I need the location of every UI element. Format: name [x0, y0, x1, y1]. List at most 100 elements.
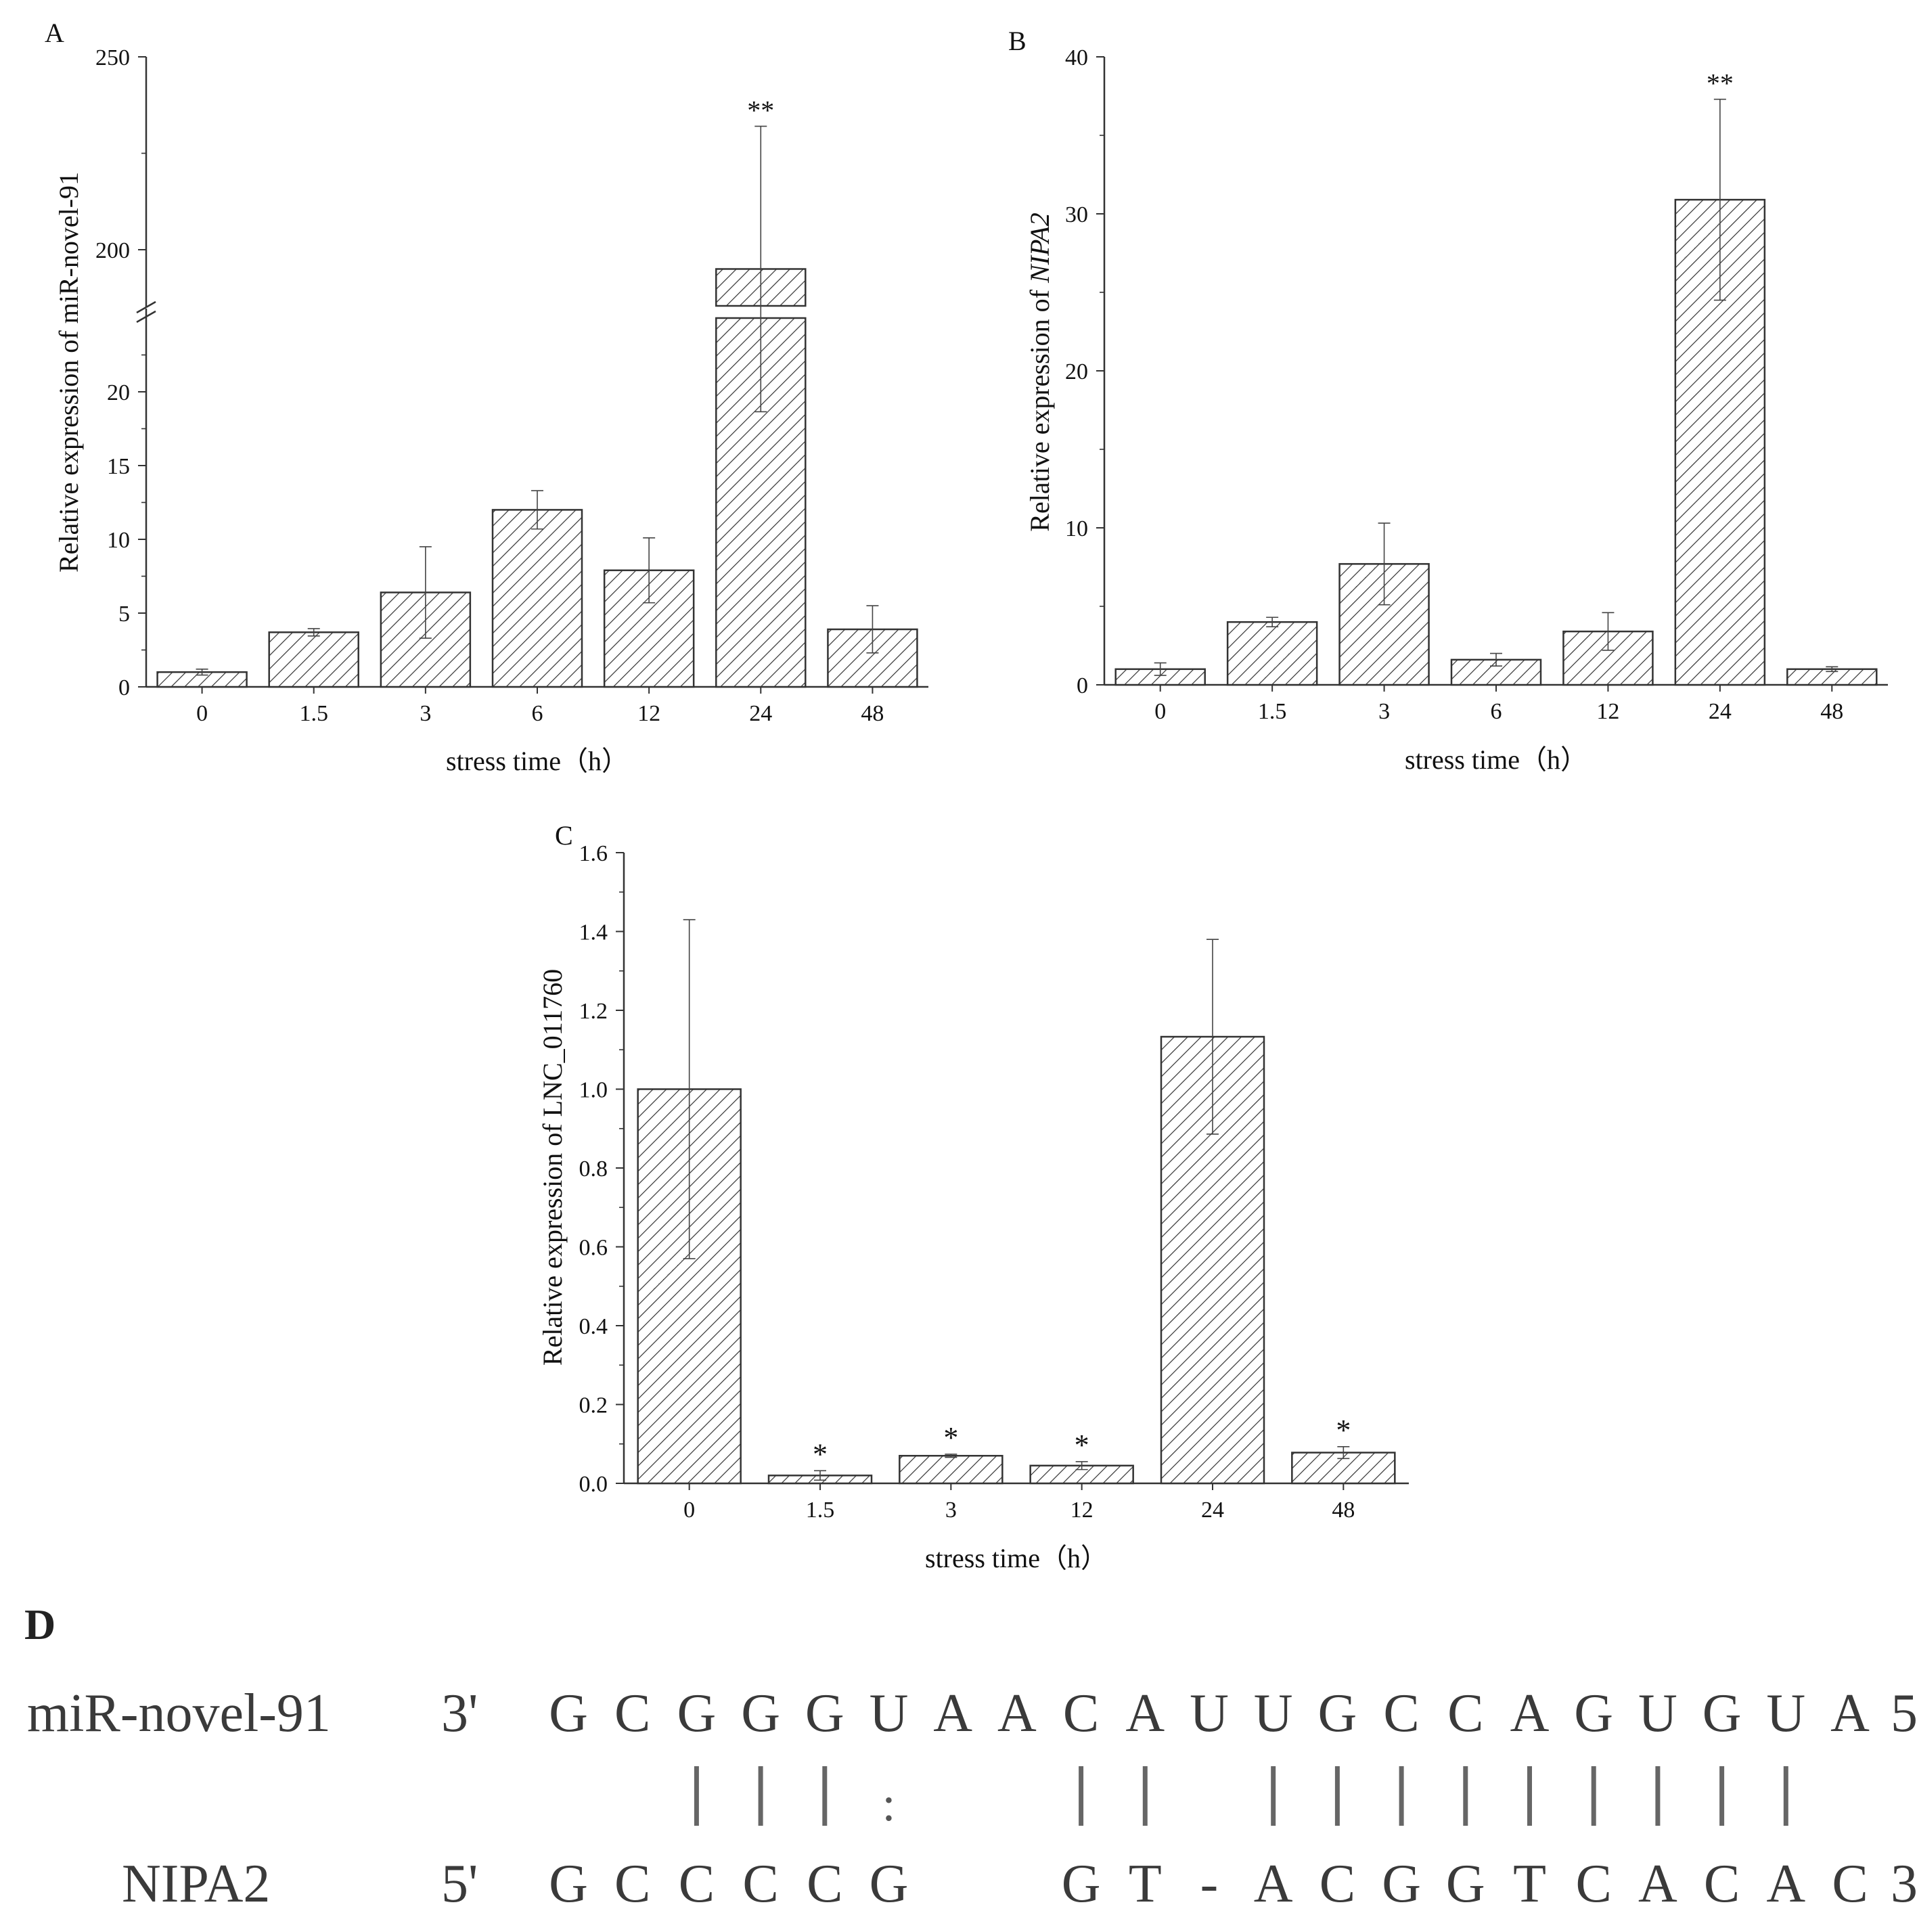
bar-6	[491, 509, 583, 688]
x-tick-label-1.5: 1.5	[299, 701, 328, 726]
y-tick-label-20: 20	[1065, 359, 1088, 384]
bar-1.5	[1226, 621, 1318, 686]
x-tick-label-0: 0	[683, 1498, 695, 1523]
x-tick-label-12: 12	[1070, 1498, 1093, 1523]
y-tick-label-5: 5	[118, 602, 130, 627]
y-tick-label-1.4: 1.4	[579, 920, 608, 945]
y-axis-title-prefix: Relative expression of	[1024, 283, 1055, 532]
mirna-base-3: G	[677, 1684, 717, 1743]
mirna-base-8: A	[997, 1684, 1037, 1743]
mirna-base-17: G	[1574, 1684, 1613, 1743]
y-axis-title: Relative expression of LNC_011760	[537, 969, 568, 1366]
panel-b-letter: B	[1008, 26, 1027, 56]
significance-3: *	[943, 1421, 958, 1454]
bar-3	[899, 1454, 1003, 1485]
axis-break-mark-1	[136, 300, 156, 314]
mirna-prefix: 3'	[441, 1684, 478, 1743]
mirna-base-11: U	[1190, 1684, 1229, 1743]
x-axis-title: stress time（h）	[1405, 744, 1587, 775]
target-base-10: T	[1129, 1854, 1162, 1914]
target-base-2: C	[614, 1854, 650, 1914]
mirna-base-2: C	[614, 1684, 650, 1743]
target-base-3: C	[679, 1854, 715, 1914]
x-tick-label-24: 24	[1709, 699, 1732, 724]
y-tick-label-0: 0	[118, 675, 130, 700]
y-tick-label-30: 30	[1065, 202, 1088, 227]
axis-break-mark-2	[136, 310, 156, 323]
target-label: NIPA2	[122, 1854, 270, 1914]
x-tick-label-6: 6	[1491, 699, 1502, 724]
target-base-16: T	[1513, 1854, 1546, 1914]
y-tick-label-20: 20	[107, 380, 130, 405]
target-base-6: G	[870, 1854, 909, 1914]
target-base-12: A	[1254, 1854, 1293, 1914]
significance-1.5: *	[813, 1437, 828, 1470]
y-tick-label-0.0: 0.0	[579, 1472, 608, 1497]
y-tick-label-10: 10	[107, 528, 130, 553]
panel-d-alignment: D miR-novel-91 NIPA2 3'5'G C G G G U A A C A U U G C C…	[24, 1600, 1917, 1914]
mirna-base-13: G	[1318, 1684, 1357, 1743]
target-base-11: -	[1200, 1854, 1219, 1914]
y-tick-label-0.8: 0.8	[579, 1156, 608, 1182]
y-axis-title: Relative expression of NIPA2	[1024, 212, 1055, 531]
mirna-base-16: A	[1510, 1684, 1550, 1743]
target-base-17: C	[1576, 1854, 1612, 1914]
bar-1.5	[268, 631, 359, 688]
mirna-base-15: C	[1447, 1684, 1483, 1743]
panel-a-letter: A	[45, 18, 64, 48]
y-tick-label-0.2: 0.2	[579, 1393, 608, 1418]
y-tick-label-0: 0	[1077, 673, 1088, 698]
y-tick-label-40: 40	[1065, 45, 1088, 70]
target-base-21: C	[1832, 1854, 1868, 1914]
y-tick-label-200: 200	[95, 238, 130, 263]
x-tick-label-12: 12	[1596, 699, 1619, 724]
x-tick-label-3: 3	[945, 1498, 957, 1523]
panel-c-chart: C 0.0 0.2 0.4 0.6 0.8 1.0 1.2 1.4 1.6 0 * 1.5 * 3 * 12 2…	[537, 820, 1409, 1573]
target-suffix: 3'	[1891, 1854, 1917, 1914]
significance-24: **	[747, 95, 774, 126]
mirna-base-21: A	[1830, 1684, 1870, 1743]
mirna-base-18: U	[1638, 1684, 1677, 1743]
mirna-base-4: G	[741, 1684, 780, 1743]
x-tick-label-48: 48	[1820, 699, 1843, 724]
target-base-18: A	[1638, 1854, 1677, 1914]
target-base-5: C	[807, 1854, 842, 1914]
target-base-20: A	[1766, 1854, 1805, 1914]
y-tick-label-1.2: 1.2	[579, 999, 608, 1024]
mirna-base-1: G	[549, 1684, 588, 1743]
mirna-base-12: U	[1254, 1684, 1293, 1743]
x-tick-label-48: 48	[1332, 1498, 1355, 1523]
x-axis-title: stress time（h）	[925, 1543, 1108, 1573]
x-tick-label-24: 24	[1201, 1498, 1224, 1523]
significance-24: **	[1707, 68, 1734, 99]
panel-b-chart: B 0 10 20 30 40 0 1.5 3 6 12 ** 24 48 stress time（h） R…	[1008, 26, 1888, 775]
mirna-label: miR-novel-91	[27, 1684, 331, 1743]
x-tick-label-3: 3	[1378, 699, 1390, 724]
target-base-4: C	[742, 1854, 778, 1914]
y-tick-label-15: 15	[107, 454, 130, 479]
panel-c-letter: C	[555, 820, 573, 851]
x-tick-label-1.5: 1.5	[806, 1498, 835, 1523]
x-tick-label-48: 48	[861, 701, 884, 726]
significance-48: *	[1336, 1414, 1351, 1447]
y-tick-label-0.6: 0.6	[579, 1236, 608, 1261]
mirna-base-5: G	[805, 1684, 844, 1743]
mirna-base-19: G	[1702, 1684, 1742, 1743]
x-tick-label-6: 6	[532, 701, 543, 726]
significance-12: *	[1075, 1429, 1089, 1462]
x-tick-label-24: 24	[749, 701, 772, 726]
target-base-1: G	[549, 1854, 588, 1914]
x-tick-label-0: 0	[1154, 699, 1166, 724]
target-base-14: G	[1382, 1854, 1421, 1914]
target-prefix: 5'	[441, 1854, 478, 1914]
target-base-13: C	[1320, 1854, 1355, 1914]
mirna-suffix: 5'	[1891, 1684, 1917, 1743]
x-tick-label-12: 12	[637, 701, 660, 726]
mirna-base-7: A	[933, 1684, 972, 1743]
y-tick-label-250: 250	[95, 45, 130, 70]
x-tick-label-1.5: 1.5	[1258, 699, 1287, 724]
target-base-9: G	[1062, 1854, 1101, 1914]
x-axis-title: stress time（h）	[446, 746, 629, 776]
pair-wobble-6: :	[882, 1777, 895, 1831]
